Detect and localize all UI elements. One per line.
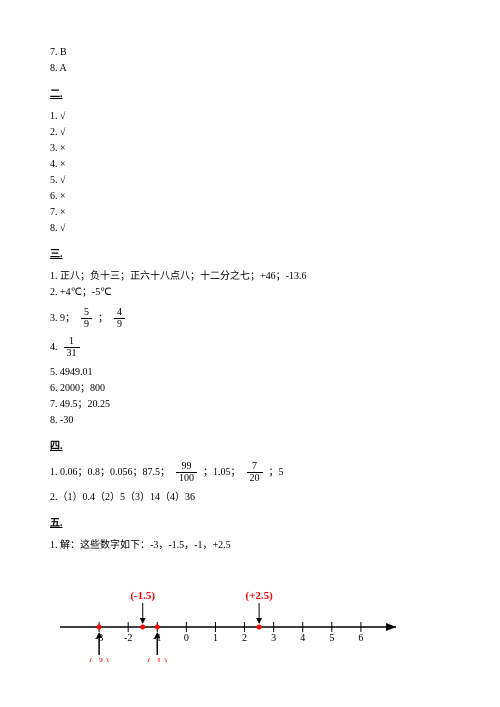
s3-item-7: 7. 49.5；20.25 [50, 397, 450, 413]
s2-item-1: 1. √ [50, 109, 450, 125]
s4-1-sep1: ；1.05； [203, 465, 241, 481]
frac-den: 20 [247, 473, 263, 484]
s4-1-prefix: 1. 0.06；0.8；0.056；87.5； [50, 465, 170, 481]
svg-text:5: 5 [329, 633, 334, 644]
s3-4-prefix: 4. [50, 340, 58, 356]
s5-item-1: 1. 解：这些数字如下：-3，-1.5，-1，+2.5 [50, 538, 450, 554]
s4-1-sep2: ；5 [269, 465, 284, 481]
frac-num: 1 [64, 336, 80, 348]
fraction-5-9: 5 9 [81, 307, 92, 330]
fraction-4-9: 4 9 [114, 307, 125, 330]
svg-text:2: 2 [242, 633, 247, 644]
s3-3-sep: ； [98, 311, 108, 327]
svg-text:1: 1 [213, 633, 218, 644]
svg-text:(+2.5): (+2.5) [245, 590, 273, 602]
s3-item-6: 6. 2000；800 [50, 381, 450, 397]
s2-item-8: 8. √ [50, 221, 450, 237]
frac-den: 31 [64, 348, 80, 359]
answer-7b: 7. B [50, 45, 450, 61]
section-3-head: 三. [50, 247, 450, 263]
s3-3-prefix: 3. 9； [50, 311, 75, 327]
s2-item-6: 6. × [50, 189, 450, 205]
s3-item-8: 8. -30 [50, 413, 450, 429]
fraction-1-31: 1 31 [64, 336, 80, 359]
s3-item-3: 3. 9； 5 9 ； 4 9 [50, 307, 450, 330]
s2-item-5: 5. √ [50, 173, 450, 189]
svg-text:(-1.5): (-1.5) [130, 590, 155, 602]
section-4-head: 四. [50, 439, 450, 455]
frac-num: 99 [176, 461, 197, 473]
frac-den: 9 [81, 319, 92, 330]
frac-den: 9 [114, 319, 125, 330]
s2-item-3: 3. × [50, 141, 450, 157]
svg-text:( -3 ): ( -3 ) [89, 657, 109, 662]
svg-text:0: 0 [184, 633, 189, 644]
s2-item-4: 4. × [50, 157, 450, 173]
s3-item-1: 1. 正八；负十三；正六十八点八；十二分之七；+46；-13.6 [50, 269, 450, 285]
s3-item-2: 2. +4℃；-5℃ [50, 285, 450, 301]
frac-num: 7 [247, 461, 263, 473]
number-line-figure: -3-2-10123456(-1.5)(+2.5)( -3 )( -1 ) [50, 572, 450, 662]
svg-text:3: 3 [271, 633, 276, 644]
number-line-svg: -3-2-10123456(-1.5)(+2.5)( -3 )( -1 ) [50, 572, 410, 662]
s4-item-1: 1. 0.06；0.8；0.056；87.5； 99 100 ；1.05； 7 … [50, 461, 450, 484]
fraction-7-20: 7 20 [247, 461, 263, 484]
svg-text:6: 6 [358, 633, 363, 644]
section-2-head: 二. [50, 87, 450, 103]
svg-text:( -1 ): ( -1 ) [147, 657, 167, 662]
svg-text:-2: -2 [124, 633, 132, 644]
s2-item-7: 7. × [50, 205, 450, 221]
s2-item-2: 2. √ [50, 125, 450, 141]
frac-num: 5 [81, 307, 92, 319]
s4-item-2: 2.（1）0.4（2）5（3）14（4）36 [50, 490, 450, 506]
section-5-head: 五. [50, 516, 450, 532]
frac-den: 100 [176, 473, 197, 484]
svg-text:4: 4 [300, 633, 305, 644]
fraction-99-100: 99 100 [176, 461, 197, 484]
frac-num: 4 [114, 307, 125, 319]
s3-item-4: 4. 1 31 [50, 336, 450, 359]
answer-8a: 8. A [50, 61, 450, 77]
s3-item-5: 5. 4949.01 [50, 365, 450, 381]
